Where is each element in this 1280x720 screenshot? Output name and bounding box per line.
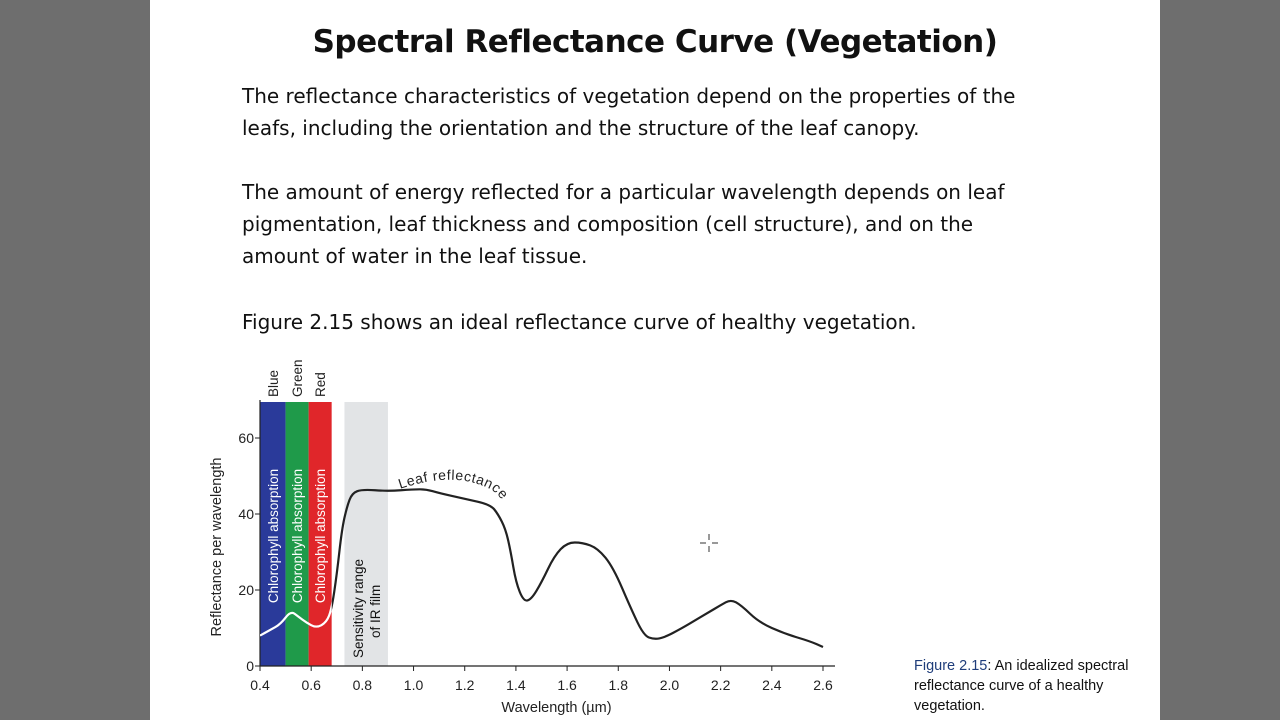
x-tick-label: 1.6 [557, 677, 577, 693]
band-green-label: Chlorophyll absorption [290, 469, 305, 603]
band-red-label: Chlorophyll absorption [313, 469, 328, 603]
band-blue-name: Blue [266, 370, 281, 397]
x-tick-label: 2.0 [660, 677, 680, 693]
x-axis-label: Wavelength (µm) [501, 700, 611, 716]
leaf-reflectance-curve [331, 488, 824, 649]
y-tick-label: 0 [246, 658, 254, 674]
band-blue-label: Chlorophyll absorption [266, 469, 281, 603]
slide-title: Spectral Reflectance Curve (Vegetation) [312, 24, 998, 60]
x-tick-label: 0.8 [353, 677, 373, 693]
band-green-name: Green [290, 359, 305, 397]
figure-caption: Figure 2.15: An idealized spectral refle… [914, 656, 1134, 716]
leaf-reflectance-curve-visible [260, 600, 332, 637]
x-tick-label: 0.4 [250, 677, 270, 693]
band-ir-film [344, 402, 388, 666]
y-tick-label: 40 [238, 506, 254, 522]
x-tick-label: 0.6 [301, 677, 321, 693]
x-tick-label: 2.4 [762, 677, 782, 693]
x-tick-label: 2.6 [813, 677, 833, 693]
ir-film-label-line1: Sensitivity range [351, 559, 366, 658]
y-axis-label: Reflectance per wavelength [209, 458, 225, 637]
x-tick-label: 1.2 [455, 677, 475, 693]
paragraph-canopy: The reflectance characteristics of veget… [242, 84, 1016, 140]
caption-text: : An idealized spectral reflectance curv… [914, 658, 1129, 714]
ir-film-label-line2: of IR film [368, 585, 383, 638]
band-red [308, 402, 332, 666]
band-red-name: Red [313, 372, 328, 397]
x-tick-label: 1.8 [609, 677, 629, 693]
figure-number: Figure 2.15 [914, 658, 988, 674]
band-green [285, 402, 309, 666]
x-tick-label: 1.4 [506, 677, 526, 693]
crosshair-cursor-icon [700, 534, 718, 552]
x-tick-label: 2.2 [711, 677, 731, 693]
paragraph-energy: The amount of energy reflected for a par… [242, 180, 1005, 268]
x-tick-label: 1.0 [404, 677, 424, 693]
paragraph-figure-ref: Figure 2.15 shows an ideal reflectance c… [242, 310, 917, 334]
y-tick-label: 60 [238, 430, 254, 446]
y-tick-label: 20 [238, 582, 254, 598]
